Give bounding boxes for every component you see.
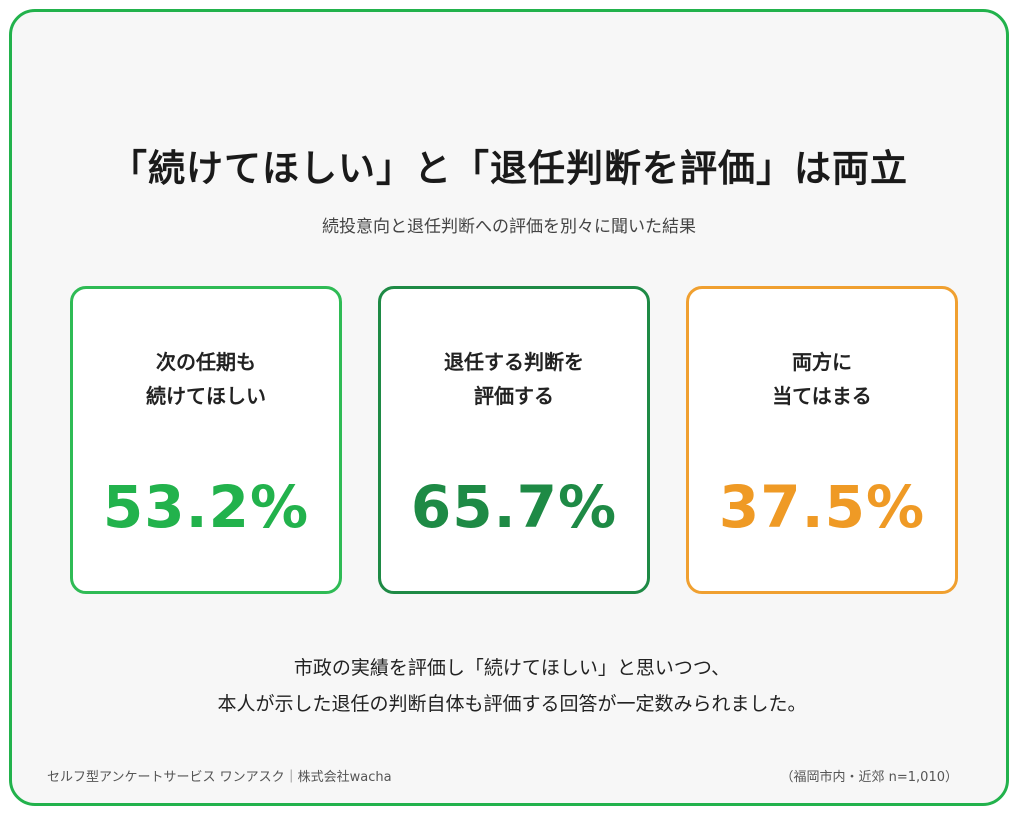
page-subtitle: 続投意向と退任判断への評価を別々に聞いた結果 xyxy=(322,217,696,237)
stat-card-retirement: 退任する判断を 評価する 65.7% xyxy=(378,286,650,594)
summary-note: 市政の実績を評価し「続けてほしい」と思いつつ、 本人が示した退任の判断自体も評価… xyxy=(0,650,1024,722)
stat-card-continue: 次の任期も 続けてほしい 53.2% xyxy=(70,286,342,594)
source-credit: セルフ型アンケートサービス ワンアスク｜株式会社wacha xyxy=(47,770,392,785)
stat-card-label-line2: 評価する xyxy=(474,384,554,408)
stat-card-label-line1: 次の任期も xyxy=(156,350,256,374)
stat-card-both: 両方に 当てはまる 37.5% xyxy=(686,286,958,594)
stat-card-label-line1: 退任する判断を xyxy=(444,350,584,374)
stat-card-value: 65.7% xyxy=(410,473,618,541)
summary-note-line2: 本人が示した退任の判断自体も評価する回答が一定数みられました。 xyxy=(217,693,807,715)
stat-card-value: 53.2% xyxy=(102,473,310,541)
stat-card-value: 37.5% xyxy=(718,473,926,541)
stat-card-label-line1: 両方に xyxy=(792,350,852,374)
stat-card-label-line2: 当てはまる xyxy=(772,384,872,408)
summary-note-line1: 市政の実績を評価し「続けてほしい」と思いつつ、 xyxy=(293,657,731,679)
stat-card-label: 退任する判断を 評価する xyxy=(381,345,647,413)
sample-size-note: （福岡市内・近郊 n=1,010） xyxy=(780,770,958,785)
stat-card-label: 両方に 当てはまる xyxy=(689,345,955,413)
page-title: 「続けてほしい」と「退任判断を評価」は両立 xyxy=(110,147,908,190)
stat-card-label-line2: 続けてほしい xyxy=(146,384,266,408)
stat-card-label: 次の任期も 続けてほしい xyxy=(73,345,339,413)
